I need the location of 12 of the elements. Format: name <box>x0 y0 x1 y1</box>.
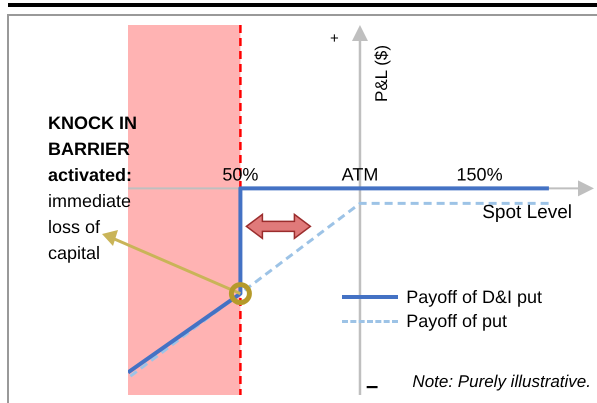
x-tick-label: ATM <box>342 164 378 184</box>
x-tick-label: 150% <box>456 164 503 184</box>
annotation: immediate loss of capital <box>48 190 132 265</box>
annotation: – <box>366 373 378 399</box>
x-tick-label: 50% <box>222 164 258 184</box>
y-axis-title: P&L ($) <box>372 45 392 102</box>
text: KNOCK IN BARRIER activated: <box>48 112 138 187</box>
text: + <box>330 30 339 47</box>
x-axis-title: Spot Level <box>482 202 572 224</box>
legend-label: Payoff of put <box>406 310 507 332</box>
legend-label: Payoff of D&I put <box>406 286 542 308</box>
annotation: Note: Purely illustrative. <box>412 372 591 392</box>
